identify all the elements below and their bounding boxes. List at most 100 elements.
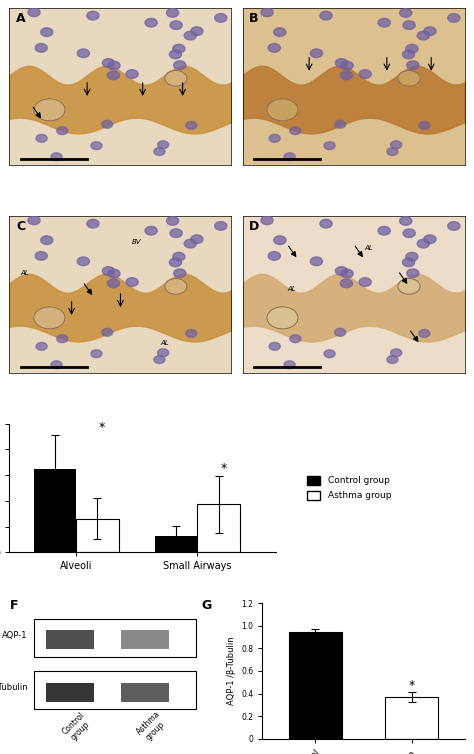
Circle shape [267,307,298,329]
Circle shape [267,99,298,121]
Bar [46,630,94,648]
Ellipse shape [261,8,273,17]
Ellipse shape [173,61,186,69]
Ellipse shape [391,349,402,357]
Ellipse shape [35,44,47,52]
Text: AL: AL [20,271,29,277]
Ellipse shape [320,11,332,20]
Ellipse shape [324,350,335,357]
Circle shape [398,278,420,294]
Ellipse shape [166,216,179,225]
Ellipse shape [424,234,436,244]
Ellipse shape [170,229,182,238]
Ellipse shape [268,44,281,52]
Ellipse shape [424,27,436,35]
Bar [121,682,169,701]
Circle shape [165,278,187,294]
Ellipse shape [108,61,120,70]
Ellipse shape [387,356,398,363]
Ellipse shape [173,253,185,261]
Ellipse shape [154,356,165,363]
Ellipse shape [324,142,335,149]
Text: A: A [16,12,26,26]
Text: G: G [201,599,212,612]
Ellipse shape [268,252,281,260]
Ellipse shape [284,361,295,369]
Ellipse shape [378,18,390,27]
Ellipse shape [191,234,203,244]
Bar [34,619,196,657]
Text: *: * [99,421,105,434]
Ellipse shape [269,134,280,143]
Ellipse shape [341,269,353,278]
Ellipse shape [145,18,157,27]
Text: F: F [9,599,18,612]
Ellipse shape [102,59,115,67]
Ellipse shape [336,267,347,275]
Bar [121,630,169,648]
Ellipse shape [407,61,419,69]
Ellipse shape [91,142,102,149]
Ellipse shape [87,219,99,228]
Ellipse shape [186,329,197,337]
Ellipse shape [169,258,182,267]
Circle shape [165,70,187,86]
Ellipse shape [406,253,418,261]
Ellipse shape [57,127,68,135]
Legend: Control group, Asthma group: Control group, Asthma group [302,471,396,505]
Bar [197,504,240,553]
Ellipse shape [126,277,138,287]
Bar [155,536,197,553]
Ellipse shape [274,236,286,244]
Text: AL: AL [160,339,169,345]
Ellipse shape [28,216,40,225]
Ellipse shape [191,27,203,35]
Ellipse shape [51,153,62,161]
Ellipse shape [448,14,460,23]
Ellipse shape [387,148,398,155]
Y-axis label: AQP-1 /β-Tubulin: AQP-1 /β-Tubulin [227,636,236,705]
Ellipse shape [320,219,332,228]
Ellipse shape [145,226,157,235]
Text: D: D [249,220,259,233]
Ellipse shape [169,50,182,59]
Bar [289,633,342,739]
Ellipse shape [310,49,322,57]
Ellipse shape [173,269,186,277]
Ellipse shape [28,8,40,17]
Ellipse shape [107,279,119,288]
Bar [385,697,438,739]
Ellipse shape [391,141,402,149]
Bar [34,671,196,709]
Text: Control
group: Control group [60,710,94,743]
Circle shape [34,307,65,329]
Ellipse shape [173,44,185,53]
Ellipse shape [87,11,99,20]
Ellipse shape [402,258,415,267]
Bar [76,519,118,553]
Ellipse shape [269,342,280,351]
Ellipse shape [400,216,412,225]
Ellipse shape [284,153,295,161]
Text: AQP-1: AQP-1 [2,631,27,640]
Ellipse shape [157,141,169,149]
Ellipse shape [340,279,353,288]
Ellipse shape [91,350,102,357]
Text: Asthma
group: Asthma group [135,710,169,744]
Ellipse shape [157,349,169,357]
Text: AL: AL [365,245,373,251]
Ellipse shape [35,252,47,260]
Ellipse shape [407,269,419,277]
Ellipse shape [51,361,62,369]
Ellipse shape [359,69,371,78]
Text: *: * [220,462,227,475]
Ellipse shape [166,8,179,17]
Text: AL: AL [287,286,296,292]
Ellipse shape [261,216,273,225]
Ellipse shape [290,335,301,342]
Ellipse shape [335,328,346,336]
Ellipse shape [126,69,138,78]
Ellipse shape [107,71,119,80]
Ellipse shape [102,267,115,275]
Ellipse shape [403,21,415,29]
